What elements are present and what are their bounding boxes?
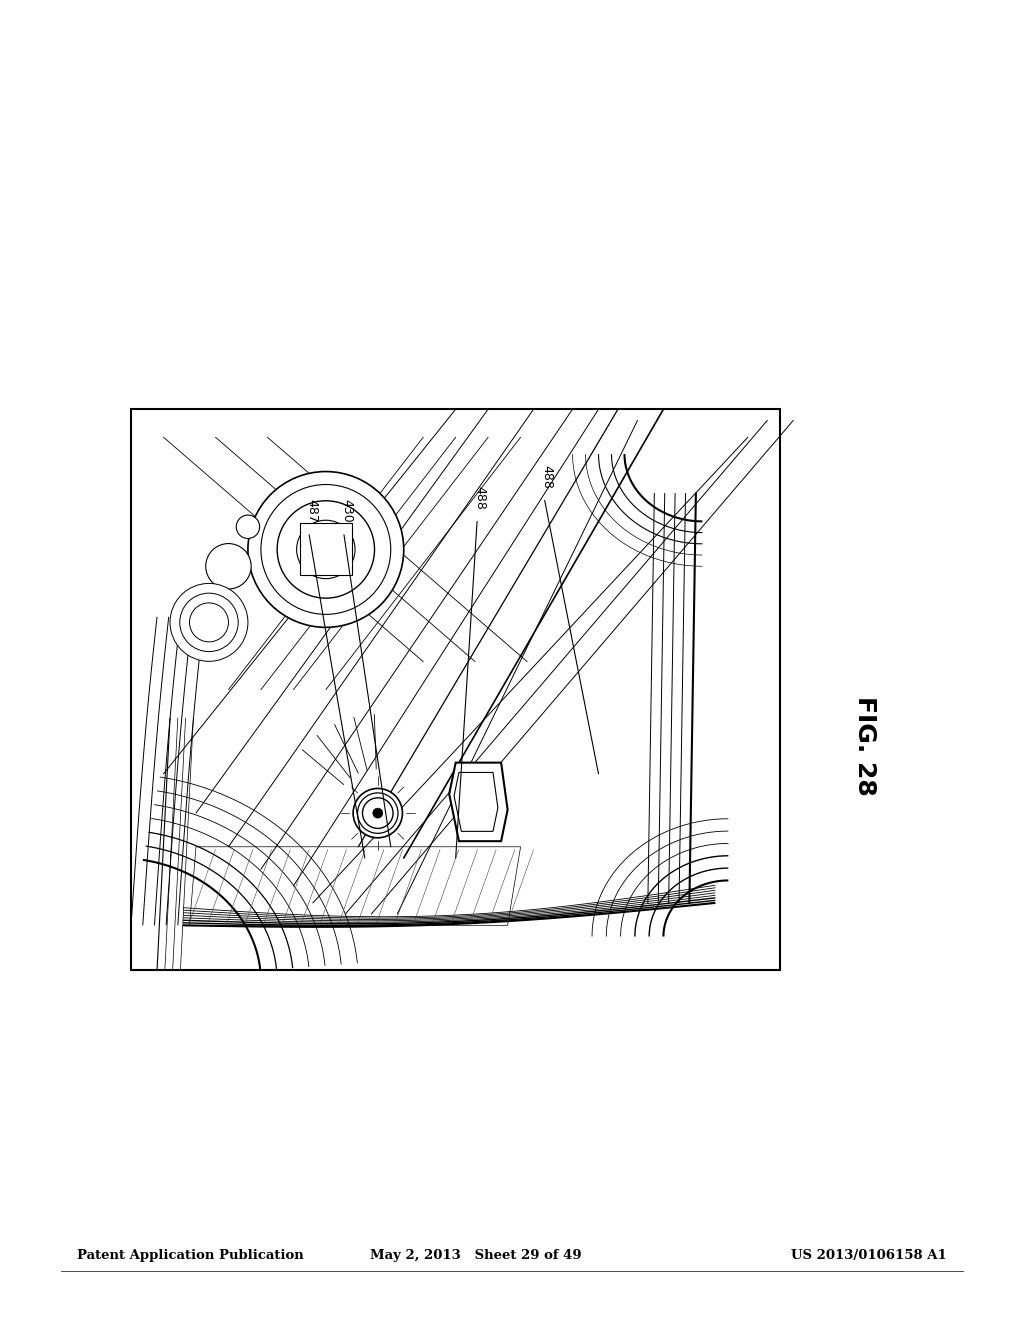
Circle shape — [170, 583, 248, 661]
Text: 487: 487 — [305, 499, 318, 523]
Circle shape — [357, 793, 398, 833]
Circle shape — [261, 484, 391, 614]
Bar — [131, 409, 780, 970]
Circle shape — [189, 603, 228, 642]
Polygon shape — [454, 772, 498, 832]
Circle shape — [278, 500, 375, 598]
Text: 488: 488 — [541, 465, 554, 488]
Circle shape — [206, 544, 251, 589]
Circle shape — [362, 797, 393, 829]
Polygon shape — [189, 847, 520, 925]
Circle shape — [373, 808, 383, 818]
Bar — [300, 524, 352, 576]
Text: Patent Application Publication: Patent Application Publication — [77, 1250, 303, 1262]
Text: 430: 430 — [340, 499, 353, 523]
Text: US 2013/0106158 A1: US 2013/0106158 A1 — [792, 1250, 947, 1262]
Circle shape — [248, 471, 403, 627]
Polygon shape — [450, 763, 508, 841]
Circle shape — [180, 593, 239, 652]
Text: 488: 488 — [473, 486, 486, 510]
Circle shape — [297, 520, 355, 578]
Text: May 2, 2013   Sheet 29 of 49: May 2, 2013 Sheet 29 of 49 — [371, 1250, 582, 1262]
Circle shape — [353, 788, 402, 838]
Circle shape — [237, 515, 260, 539]
Text: FIG. 28: FIG. 28 — [853, 696, 878, 796]
